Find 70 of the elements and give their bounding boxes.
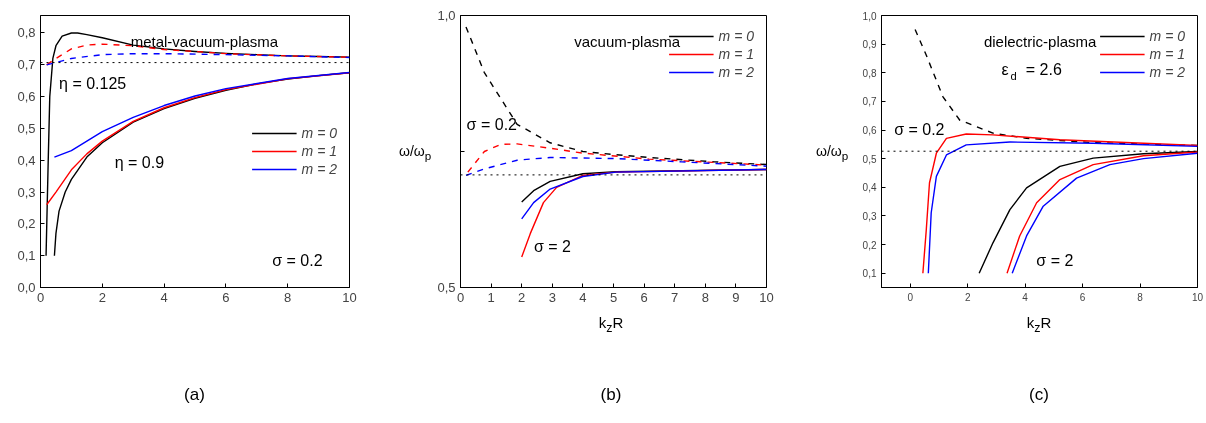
x-tick-label: 2 [964, 291, 971, 303]
y-tick-label: 0,8 [17, 25, 36, 41]
x-tick-label: 4 [1022, 291, 1029, 303]
text: vacuum-plasma [574, 33, 681, 50]
text: metal-vacuum-plasma [130, 33, 279, 50]
y-tick-label: 0,3 [862, 210, 877, 222]
annotation: σ = 0.2 [272, 251, 323, 269]
y-tick-label: 0,6 [862, 125, 877, 137]
legend-label: m = 2 [301, 160, 337, 178]
text: dielectric-plasma [983, 33, 1098, 50]
x-tick-label: 8 [1137, 291, 1144, 303]
y-tick-label: 0,6 [17, 89, 36, 105]
legend-label: m = 0 [1149, 27, 1185, 45]
legend-label: m = 1 [1149, 45, 1185, 63]
y-tick-label: 0,0 [17, 280, 36, 295]
x-tick-label: 0 [36, 289, 45, 305]
x-axis-title: k$_{z}$R [1025, 313, 1053, 337]
x-tick-label: 6 [222, 289, 230, 305]
y-tick-label: 0,4 [862, 182, 877, 194]
annotation: σ = 2 [1036, 251, 1074, 269]
y-tick-label: 0,2 [862, 239, 877, 251]
legend-label: m = 2 [1149, 63, 1185, 81]
x-tick-label: 4 [579, 289, 587, 305]
y-tick-label: 1,0 [862, 10, 877, 22]
y-tick-label: 0,5 [437, 280, 456, 295]
x-tick-label: 10 [342, 289, 357, 305]
legend-label: m = 0 [301, 124, 337, 142]
x-tick-label: 0 [907, 291, 914, 303]
y-tick-label: 0,5 [17, 120, 36, 136]
text: (b) [599, 384, 623, 406]
legend-label: m = 1 [718, 45, 754, 63]
x-tick-label: 0 [456, 289, 465, 305]
annotation: η = 0.125 [59, 75, 127, 92]
y-tick-label: 0,8 [862, 67, 877, 79]
annotation: σ = 0.2 [894, 121, 945, 139]
y-tick-label: 0,7 [862, 96, 877, 108]
y-tick-label: 0,4 [17, 152, 36, 168]
text: (a) [183, 384, 206, 406]
y-axis-title: ω/ω$_{p}$ [816, 142, 849, 164]
y-tick-label: 0,9 [862, 39, 877, 51]
x-tick-label: 8 [701, 289, 709, 305]
x-tick-label: 4 [160, 289, 168, 305]
y-tick-label: 0,1 [862, 268, 877, 280]
y-axis-title: ω/ω$_{p}$ [399, 142, 432, 164]
y-tick-label: 0,3 [17, 184, 36, 200]
annotation: σ = 0.2 [466, 115, 518, 133]
y-tick-label: 0,2 [17, 216, 36, 232]
legend-label: m = 2 [718, 63, 754, 81]
y-tick-label: 0,1 [17, 248, 36, 264]
x-tick-label: 5 [609, 289, 618, 305]
x-tick-label: 8 [284, 289, 292, 305]
y-tick-label: 1,0 [437, 8, 456, 23]
legend-label: m = 0 [718, 27, 754, 45]
y-tick-label: 0,5 [862, 153, 877, 165]
x-axis-title: k$_{z}$R [597, 313, 625, 337]
x-tick-label: 10 [759, 289, 774, 305]
x-tick-label: 9 [732, 289, 740, 305]
x-tick-label: 3 [548, 289, 556, 305]
x-tick-label: 1 [487, 289, 495, 305]
x-tick-label: 2 [98, 289, 106, 305]
annotation: η = 0.9 [114, 153, 165, 171]
y-tick-label: 0,7 [17, 57, 36, 73]
x-tick-label: 7 [671, 289, 679, 305]
x-tick-label: 6 [640, 289, 648, 305]
text: (c) [1028, 384, 1050, 406]
x-tick-label: 10 [1191, 291, 1204, 303]
legend-label: m = 1 [301, 142, 337, 160]
x-tick-label: 2 [518, 289, 526, 305]
x-tick-label: 6 [1079, 291, 1086, 303]
annotation: σ = 2 [533, 238, 572, 256]
